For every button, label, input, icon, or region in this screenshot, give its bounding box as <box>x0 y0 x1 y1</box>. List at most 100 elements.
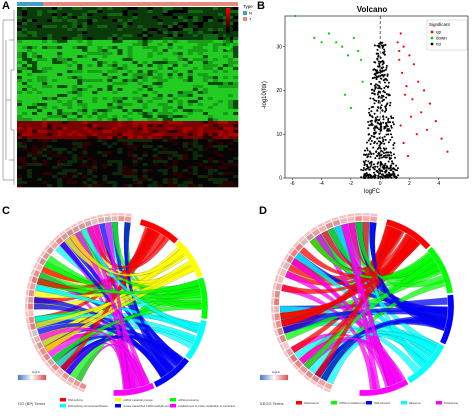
heatmap-cell <box>92 124 98 128</box>
go-term-arc <box>185 319 207 360</box>
heatmap-cell <box>172 37 179 41</box>
heatmap-cell <box>97 181 103 185</box>
heatmap-cell <box>87 76 93 80</box>
heatmap-cell <box>107 91 113 95</box>
volcano-point-no <box>373 163 375 166</box>
volcano-point-no <box>377 54 380 57</box>
heatmap-cell <box>47 163 53 167</box>
heatmap-cell <box>77 136 83 140</box>
heatmap-cell <box>82 25 88 29</box>
heatmap-cell <box>197 100 204 104</box>
heatmap-cell <box>32 169 38 173</box>
heatmap-cell <box>127 76 133 80</box>
heatmap-cell <box>87 25 93 29</box>
heatmap-cell <box>97 82 103 86</box>
heatmap-cell <box>67 61 73 65</box>
heatmap-cell <box>102 19 108 23</box>
heatmap-cell <box>112 100 118 104</box>
heatmap-cell <box>212 55 219 59</box>
volcano-point-up <box>402 141 405 145</box>
volcano-point-no <box>376 165 379 168</box>
heatmap-cell <box>197 124 204 128</box>
heatmap-cell <box>147 28 153 32</box>
heatmap-cell <box>162 178 168 182</box>
heatmap-cell <box>167 37 173 41</box>
kegg-gene-arc <box>325 221 334 230</box>
heatmap-cell <box>32 109 38 113</box>
heatmap-cell <box>77 55 83 59</box>
heatmap-cell <box>202 82 209 86</box>
volcano-point-no <box>376 57 379 60</box>
volcano-point-no <box>370 164 373 166</box>
heatmap-cell <box>202 61 209 65</box>
heatmap-cell <box>82 7 88 11</box>
heatmap-cell <box>162 82 168 86</box>
heatmap-cell <box>97 58 103 62</box>
heatmap-scale-tick: 2 <box>231 35 233 39</box>
heatmap-cell <box>132 139 138 143</box>
heatmap-cell <box>42 55 48 59</box>
heatmap-cell <box>112 58 118 62</box>
heatmap-cell <box>127 166 133 170</box>
heatmap-cell <box>57 16 63 20</box>
heatmap-cell <box>77 115 83 119</box>
volcano-point-no <box>382 140 385 143</box>
heatmap-cell <box>127 184 133 188</box>
heatmap-cell <box>217 58 224 62</box>
heatmap-cell <box>42 46 48 50</box>
heatmap-cell <box>147 181 153 185</box>
heatmap-cell <box>137 160 143 164</box>
heatmap-cell <box>52 136 58 140</box>
heatmap-cell <box>102 79 108 83</box>
heatmap-cell <box>182 76 189 80</box>
volcano-point-no <box>391 121 394 124</box>
heatmap-cell <box>212 61 219 65</box>
heatmap-cell <box>62 37 68 41</box>
volcano-point-up <box>399 32 402 35</box>
volcano-x-tick-label: 0 <box>379 181 382 187</box>
heatmap-cell <box>102 31 108 35</box>
heatmap-cell <box>57 13 63 17</box>
heatmap-cell <box>232 10 239 14</box>
heatmap-cell <box>142 166 148 170</box>
heatmap-cell <box>142 184 148 188</box>
heatmap-cell <box>37 16 43 20</box>
heatmap-cell <box>22 112 28 116</box>
heatmap-cell <box>147 91 153 95</box>
heatmap-cell <box>17 133 23 137</box>
heatmap-cell <box>22 43 28 47</box>
heatmap-cell <box>22 64 28 68</box>
heatmap-cell <box>212 169 219 173</box>
heatmap-cell <box>107 139 113 143</box>
heatmap-cell <box>102 25 108 29</box>
heatmap-cell <box>52 85 58 89</box>
heatmap-cell <box>57 37 63 41</box>
heatmap-cell <box>202 70 209 74</box>
heatmap-cell <box>77 97 83 101</box>
heatmap-cell <box>142 70 148 74</box>
heatmap-cell <box>192 136 199 140</box>
heatmap-cell <box>32 28 38 32</box>
heatmap-cell <box>157 139 163 143</box>
heatmap-cell <box>107 49 113 53</box>
heatmap-cell <box>17 163 23 167</box>
heatmap-cell <box>172 130 179 134</box>
heatmap-cell <box>57 112 63 116</box>
heatmap-cell <box>47 67 53 71</box>
heatmap-cell <box>92 13 98 17</box>
heatmap-cell <box>162 37 168 41</box>
heatmap-cell <box>47 76 53 80</box>
heatmap-cell <box>132 73 138 77</box>
heatmap-cell <box>82 46 88 50</box>
go-gene-arc <box>46 246 55 255</box>
heatmap-cell <box>162 34 168 38</box>
heatmap-cell <box>227 46 234 50</box>
heatmap-cell <box>102 82 108 86</box>
heatmap-cell <box>72 85 78 89</box>
heatmap-cell <box>227 115 234 119</box>
heatmap-cell <box>57 145 63 149</box>
heatmap-cell <box>27 124 33 128</box>
go-gene-logfc <box>44 361 51 369</box>
heatmap-cell <box>177 166 184 170</box>
heatmap-cell <box>117 148 123 152</box>
